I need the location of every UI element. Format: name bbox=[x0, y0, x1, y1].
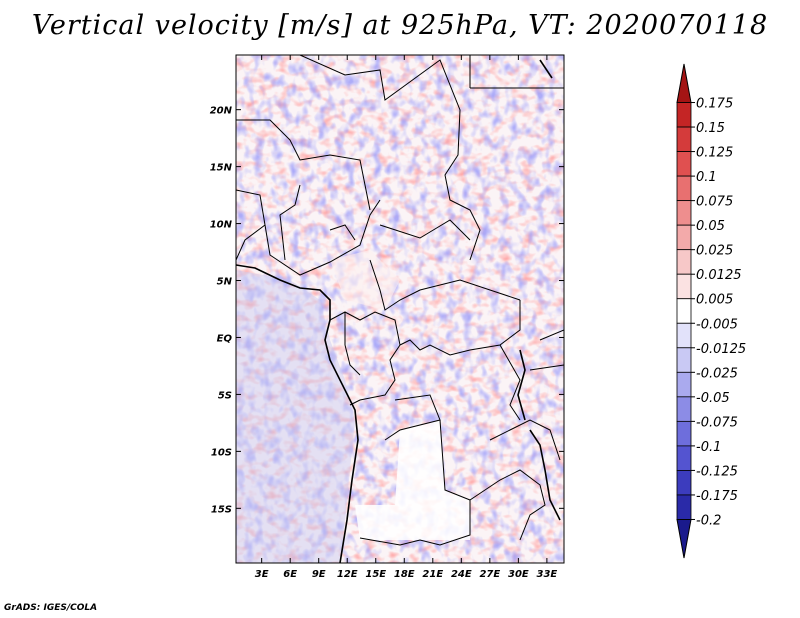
x-tick-label: 6E bbox=[283, 569, 297, 580]
colorbar-swatch bbox=[676, 249, 692, 275]
grads-credit: GrADS: IGES/COLA bbox=[4, 603, 98, 613]
colorbar-label: -0.05 bbox=[696, 391, 730, 406]
colorbar-swatch bbox=[676, 470, 692, 496]
colorbar-swatch bbox=[676, 126, 692, 152]
x-tick-label: 27E bbox=[479, 569, 500, 580]
colorbar-swatch bbox=[676, 396, 692, 422]
colorbar-label: -0.175 bbox=[696, 489, 738, 504]
colorbar-swatch bbox=[676, 200, 692, 226]
x-tick-label: 33E bbox=[537, 569, 558, 580]
colorbar-label: -0.1 bbox=[696, 440, 721, 455]
colorbar-label: -0.005 bbox=[696, 317, 738, 332]
x-tick-label: 15E bbox=[365, 569, 386, 580]
country-borders bbox=[236, 55, 564, 546]
coastlines bbox=[236, 59, 561, 563]
colorbar-bottom-arrow bbox=[676, 518, 692, 559]
colorbar-label: 0.005 bbox=[696, 293, 733, 308]
x-tick-label: 12E bbox=[337, 569, 358, 580]
y-tick-label: 15S bbox=[211, 504, 232, 515]
y-tick-label: 15N bbox=[210, 163, 233, 174]
colorbar-label: 0.175 bbox=[696, 97, 733, 112]
y-tick-label: 5N bbox=[217, 277, 233, 288]
map-frame bbox=[235, 54, 565, 564]
colorbar-label: 0.075 bbox=[696, 195, 733, 210]
x-axis-ticks: 3E 6E 9E 12E 15E 18E 21E 24E 27E 30E 33E bbox=[255, 55, 558, 580]
colorbar-label: -0.075 bbox=[696, 415, 738, 430]
colorbar-swatch bbox=[676, 347, 692, 373]
quiet-region-south bbox=[355, 420, 470, 540]
colorbar-label: -0.025 bbox=[696, 366, 738, 381]
colorbar-swatch bbox=[676, 151, 692, 177]
y-tick-label: 20N bbox=[210, 106, 233, 117]
colorbar-label: 0.125 bbox=[696, 146, 733, 161]
colorbar-label: -0.2 bbox=[696, 513, 721, 528]
colorbar-swatch bbox=[676, 420, 692, 447]
colorbar-swatch bbox=[676, 273, 692, 300]
colorbar-label: 0.025 bbox=[696, 244, 733, 259]
colorbar-swatch bbox=[676, 322, 692, 349]
colorbar: 0.175 0.15 0.125 0.1 0.075 0.05 0.025 0.0125 0.0… bbox=[676, 63, 746, 559]
colorbar-label: 0.15 bbox=[696, 121, 725, 136]
chart-title: Vertical velocity [m/s] at 925hPa, VT: 2… bbox=[31, 10, 769, 41]
x-tick-label: 3E bbox=[255, 569, 269, 580]
x-tick-label: 9E bbox=[312, 569, 326, 580]
x-tick-label: 21E bbox=[422, 569, 443, 580]
x-tick-label: 18E bbox=[394, 569, 415, 580]
colorbar-swatch bbox=[676, 371, 692, 398]
colorbar-swatch bbox=[676, 102, 692, 128]
x-tick-label: 24E bbox=[451, 569, 472, 580]
x-tick-label: 30E bbox=[508, 569, 529, 580]
colorbar-label: 0.0125 bbox=[696, 268, 742, 283]
colorbar-swatch bbox=[676, 224, 692, 251]
colorbar-swatch bbox=[676, 175, 692, 202]
colorbar-label: -0.0125 bbox=[696, 342, 746, 357]
colorbar-swatch bbox=[676, 298, 692, 324]
y-tick-label: 10N bbox=[210, 220, 233, 231]
colorbar-top-arrow bbox=[676, 63, 692, 104]
colorbar-swatch bbox=[676, 494, 692, 520]
colorbar-label: 0.05 bbox=[696, 219, 725, 234]
y-tick-label: 5S bbox=[218, 390, 232, 401]
map-field bbox=[236, 55, 564, 563]
quiet-region-north bbox=[330, 250, 400, 310]
y-axis-ticks: 20N 15N 10N 5N EQ 5S 10S 15S bbox=[210, 106, 564, 515]
colorbar-label: 0.1 bbox=[696, 170, 717, 185]
colorbar-label: -0.125 bbox=[696, 464, 738, 479]
y-tick-label: EQ bbox=[217, 333, 233, 344]
colorbar-swatch bbox=[676, 445, 692, 471]
y-tick-label: 10S bbox=[211, 447, 232, 458]
